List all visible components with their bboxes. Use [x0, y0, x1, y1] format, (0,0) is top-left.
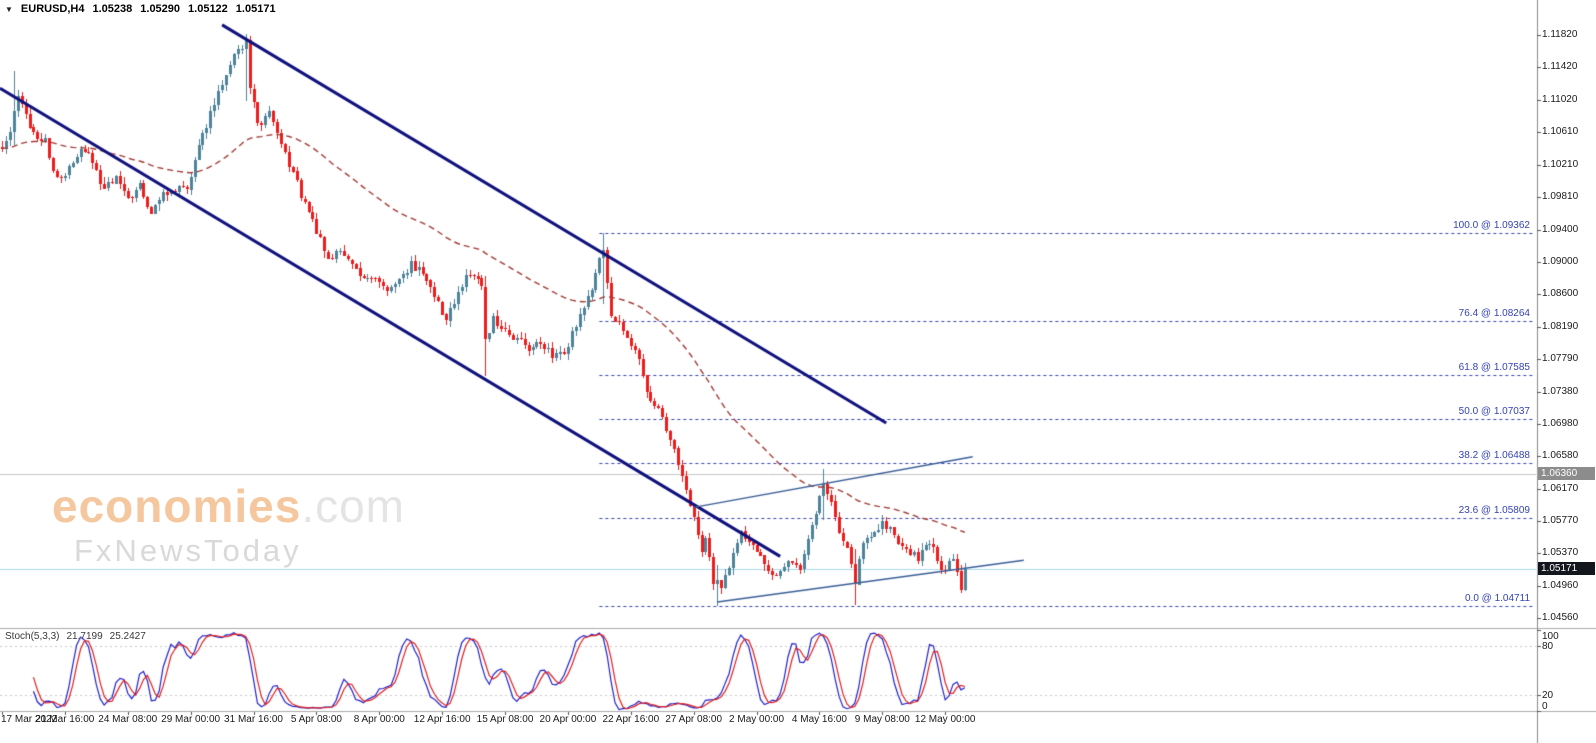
- high-value: 1.05290: [140, 3, 181, 15]
- indicator-name: Stoch(5,3,3): [5, 631, 60, 642]
- ohlc-header: ▼ EURUSD,H4 1.05238 1.05290 1.05122 1.05…: [5, 3, 276, 15]
- symbol-dropdown-icon[interactable]: ▼: [5, 4, 13, 14]
- indicator-main-value: 21.7199: [66, 631, 103, 642]
- low-value: 1.05122: [188, 3, 228, 15]
- close-value: 1.05171: [235, 3, 276, 15]
- indicator-signal-value: 25.2427: [109, 631, 146, 642]
- current-price-badge: 1.05171: [1538, 562, 1595, 576]
- symbol-timeframe: EURUSD,H4: [20, 3, 85, 15]
- level-price-badge: 1.06360: [1538, 466, 1595, 480]
- open-value: 1.05238: [92, 3, 133, 15]
- indicator-label: Stoch(5,3,3) 21.7199 25.2427: [5, 631, 146, 642]
